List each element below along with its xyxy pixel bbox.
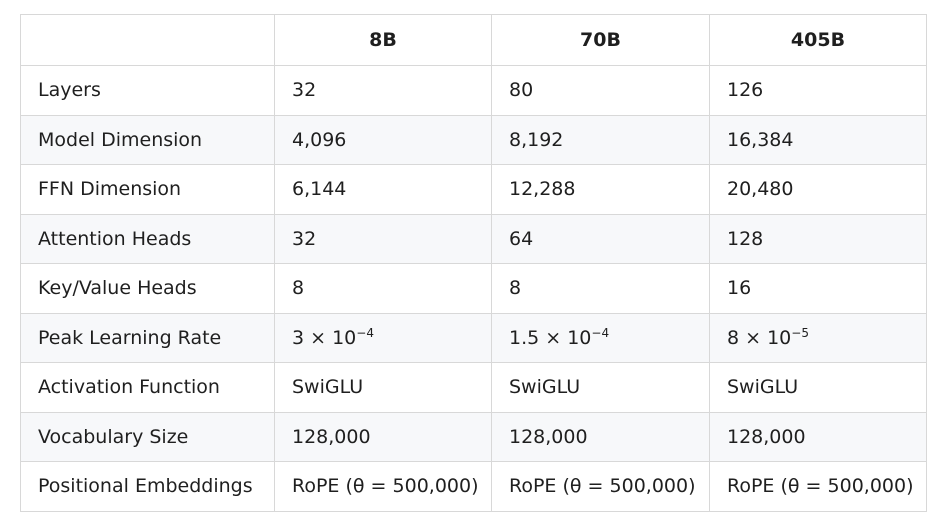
cell-value: 8,192 (509, 128, 564, 151)
table-row: Model Dimension 4,096 8,192 16,384 (20, 114, 927, 165)
cell-value: RoPE (θ = 500,000) (292, 475, 479, 498)
cell-value: 4,096 (292, 128, 347, 151)
table-cell: RoPE (θ = 500,000) (491, 461, 710, 512)
cell-exponent: −4 (591, 325, 610, 340)
header-row: 8B 70B 405B (20, 14, 927, 66)
table-cell: 16,384 (709, 114, 927, 165)
cell-value: 128,000 (292, 425, 371, 448)
table-cell: SwiGLU (709, 362, 927, 413)
cell-value: 32 (292, 227, 317, 250)
table-cell: 8 (491, 263, 710, 314)
table-row: Peak Learning Rate 3 × 10−4 1.5 × 10−4 8 × … (20, 312, 927, 363)
cell-value: 8 (509, 277, 522, 300)
header-cell-8b: 8B (274, 14, 492, 66)
table-row: Vocabulary Size 128,000 128,000 128,000 (20, 411, 927, 462)
header-cell-405b: 405B (709, 14, 927, 66)
row-label: Positional Embeddings (20, 461, 275, 512)
cell-value: 128 (727, 227, 764, 250)
table-cell: 126 (709, 65, 927, 116)
header-cell-70b: 70B (491, 14, 710, 66)
cell-value: RoPE (θ = 500,000) (509, 475, 696, 498)
table-cell: 20,480 (709, 164, 927, 215)
table-cell: 6,144 (274, 164, 492, 215)
row-label: Model Dimension (20, 114, 275, 165)
model-config-table: 8B 70B 405B Layers 32 80 126 Model Dimension… (20, 14, 927, 512)
table-cell: 128,000 (709, 411, 927, 462)
cell-value: 20,480 (727, 178, 794, 201)
table-cell: 1.5 × 10−4 (491, 312, 710, 363)
cell-value: 12,288 (509, 178, 576, 201)
row-label: Peak Learning Rate (20, 312, 275, 363)
cell-value: SwiGLU (727, 376, 799, 399)
row-label: Vocabulary Size (20, 411, 275, 462)
table-row: Activation Function SwiGLU SwiGLU SwiGLU (20, 362, 927, 413)
table-cell: 32 (274, 213, 492, 264)
table-cell: 3 × 10−4 (274, 312, 492, 363)
table-row: FFN Dimension 6,144 12,288 20,480 (20, 164, 927, 215)
cell-value: SwiGLU (292, 376, 364, 399)
table-cell: 32 (274, 65, 492, 116)
table-body: Layers 32 80 126 Model Dimension 4,096 8,192 16… (20, 65, 927, 512)
row-label: Key/Value Heads (20, 263, 275, 314)
table-cell: 16 (709, 263, 927, 314)
table-cell: 12,288 (491, 164, 710, 215)
cell-value: 64 (509, 227, 534, 250)
cell-value: 6,144 (292, 178, 347, 201)
cell-value: 16 (727, 277, 752, 300)
cell-value: 8 (292, 277, 305, 300)
cell-value: 1.5 × 10 (509, 326, 592, 349)
cell-value: 126 (727, 79, 764, 102)
cell-value: SwiGLU (509, 376, 581, 399)
cell-value: 8 × 10 (727, 326, 792, 349)
table-cell: SwiGLU (274, 362, 492, 413)
row-label: FFN Dimension (20, 164, 275, 215)
table-header: 8B 70B 405B (20, 14, 927, 66)
cell-value: 16,384 (727, 128, 794, 151)
row-label: Layers (20, 65, 275, 116)
header-cell-empty (20, 14, 275, 66)
table-cell: RoPE (θ = 500,000) (709, 461, 927, 512)
model-config-table-container: 8B 70B 405B Layers 32 80 126 Model Dimension… (20, 14, 927, 512)
table-cell: 128 (709, 213, 927, 264)
table-cell: 128,000 (274, 411, 492, 462)
table-cell: 64 (491, 213, 710, 264)
cell-exponent: −5 (791, 325, 809, 340)
table-cell: 128,000 (491, 411, 710, 462)
row-label: Activation Function (20, 362, 275, 413)
table-cell: 8,192 (491, 114, 710, 165)
cell-value: 3 × 10 (292, 326, 357, 349)
table-cell: 8 (274, 263, 492, 314)
cell-value: 128,000 (727, 425, 806, 448)
table-row: Key/Value Heads 8 8 16 (20, 263, 927, 314)
cell-value: 32 (292, 79, 317, 102)
table-cell: SwiGLU (491, 362, 710, 413)
table-cell: 8 × 10−5 (709, 312, 927, 363)
cell-exponent: −4 (356, 325, 374, 340)
table-cell: 80 (491, 65, 710, 116)
cell-value: 80 (509, 79, 534, 102)
table-row: Positional Embeddings RoPE (θ = 500,000) R… (20, 461, 927, 512)
table-cell: RoPE (θ = 500,000) (274, 461, 492, 512)
row-label: Attention Heads (20, 213, 275, 264)
table-cell: 4,096 (274, 114, 492, 165)
cell-value: RoPE (θ = 500,000) (727, 475, 914, 498)
cell-value: 128,000 (509, 425, 588, 448)
table-row: Layers 32 80 126 (20, 65, 927, 116)
table-row: Attention Heads 32 64 128 (20, 213, 927, 264)
